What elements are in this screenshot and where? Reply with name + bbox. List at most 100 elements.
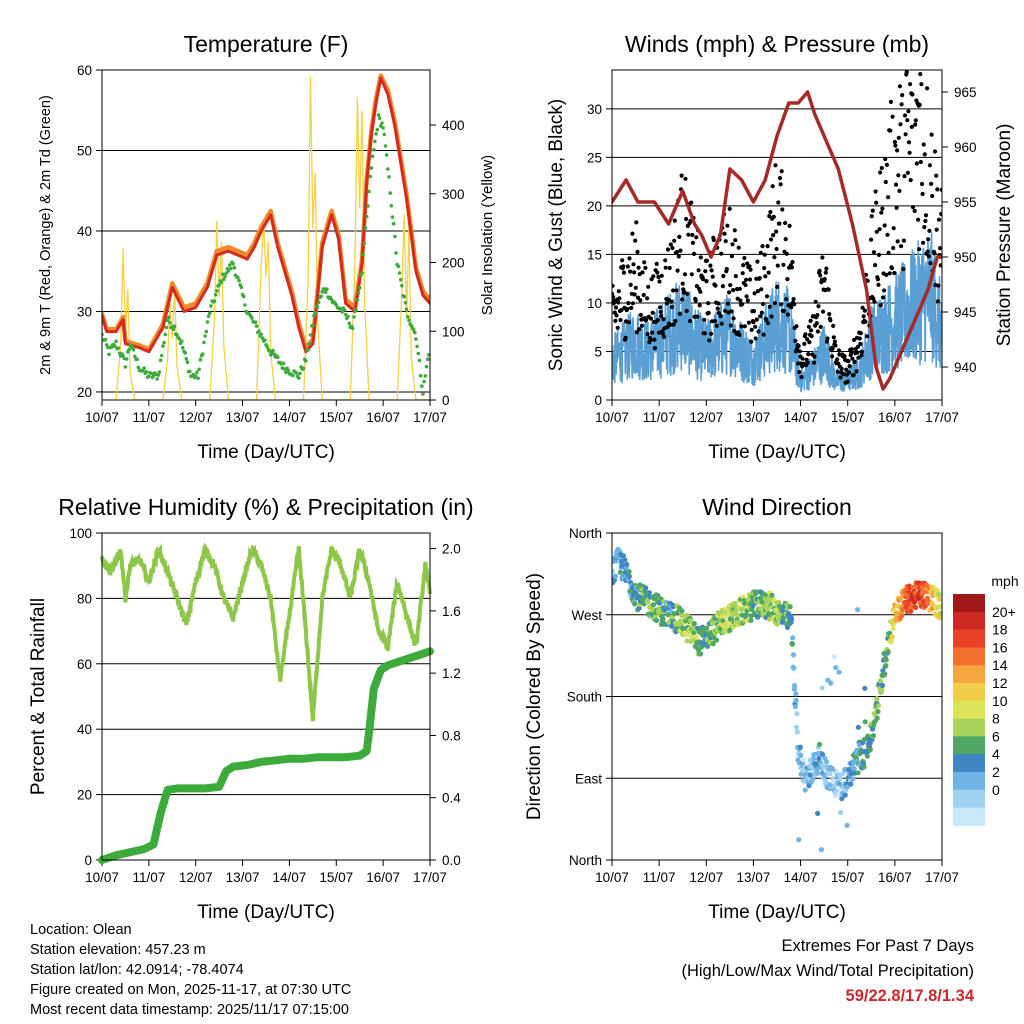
colorbar-label: 12 (992, 675, 1008, 691)
gust-point (680, 281, 685, 286)
gust-point (815, 329, 821, 334)
gust-point (736, 245, 741, 250)
x-axis-label: Time (Day/UTC) (708, 442, 846, 463)
y-tick-label: West (571, 608, 602, 623)
gust-point (625, 264, 630, 269)
y2-tick-label: 200 (442, 256, 465, 271)
x-tick-label: 16/07 (366, 870, 400, 885)
gust-point (907, 150, 912, 155)
y2-axis-label: Solar Insolation (Yellow) (479, 155, 496, 315)
dewpoint-point (400, 283, 404, 288)
gust-point (939, 187, 942, 192)
gust-point (767, 214, 772, 219)
gust-point (781, 308, 787, 314)
direction-point (810, 756, 817, 762)
direction-point (789, 641, 796, 647)
gust-point (906, 109, 911, 114)
dewpoint-point (415, 344, 419, 349)
gust-point (755, 289, 761, 294)
gust-point (704, 279, 709, 284)
dewpoint-point (149, 371, 153, 376)
gust-point (758, 250, 763, 255)
dewpoint-point (208, 311, 212, 316)
direction-point (622, 557, 628, 563)
gust-point (762, 266, 767, 271)
gust-point (919, 82, 924, 87)
gust-point (887, 271, 892, 276)
gust-point (645, 332, 650, 337)
extremes-title: Extremes For Past 7 Days (781, 937, 974, 955)
dewpoint-point (298, 371, 302, 376)
direction-point (831, 654, 837, 660)
y-tick-label: 30 (77, 304, 92, 319)
direction-point (848, 781, 854, 787)
gust-point (839, 366, 844, 371)
dewpoint-point (162, 340, 166, 345)
dewpoint-point (369, 166, 374, 170)
gust-point (878, 170, 883, 175)
gust-point (671, 288, 676, 293)
gust-point (785, 312, 791, 317)
gust-point (617, 296, 622, 301)
direction-point (842, 792, 848, 798)
gust-point (661, 317, 666, 322)
gust-point (745, 261, 750, 266)
gust-point (684, 216, 689, 222)
gust-point (913, 118, 918, 123)
gust-point (630, 231, 635, 236)
gust-point (892, 270, 897, 276)
y2-axis-label: Station Pressure (Maroon) (994, 124, 1015, 347)
gust-point (759, 287, 764, 292)
gust-point (900, 93, 905, 98)
gust-point (663, 258, 668, 263)
gust-point (858, 331, 864, 336)
gust-point (615, 325, 620, 330)
gust-point (739, 324, 744, 329)
dewpoint-point (237, 278, 241, 283)
gust-point (727, 206, 732, 211)
gust-point (652, 337, 657, 342)
gust-point (809, 334, 814, 339)
gust-point (628, 282, 633, 287)
y2-tick-label: 100 (442, 324, 465, 339)
direction-point (626, 573, 633, 580)
y-axis-label: Sonic Wind & Gust (Blue, Black) (546, 99, 567, 371)
gust-point (802, 341, 807, 346)
colorbar-label: 16 (992, 639, 1008, 655)
colorbar-swatch (953, 647, 985, 666)
x-tick-label: 14/07 (273, 870, 307, 885)
dewpoint-point (161, 344, 165, 348)
gust-point (779, 169, 784, 174)
gust-point (633, 238, 638, 243)
dewpoint-point (323, 290, 328, 295)
dewpoint-point (257, 329, 261, 333)
y2-tick-label: 2.0 (442, 542, 461, 557)
direction-point (793, 724, 800, 730)
gust-point (761, 332, 766, 337)
gust-point (731, 316, 736, 321)
gust-point (896, 135, 901, 140)
dewpoint-point (363, 226, 368, 230)
colorbar-swatch (953, 611, 985, 631)
gust-point (672, 218, 677, 223)
dewpoint-point (386, 167, 390, 171)
gust-point (753, 324, 758, 329)
gust-point (875, 277, 881, 282)
gust-point (650, 330, 655, 335)
direction-point (836, 669, 842, 675)
y-axis-label: 2m & 9m T (Red, Orange) & 2m Td (Green) (38, 95, 54, 375)
gust-point (747, 277, 753, 282)
x-tick-label: 10/07 (595, 870, 629, 885)
gust-point (874, 200, 879, 205)
gust-point (722, 231, 727, 236)
dewpoint-point (141, 369, 145, 373)
y-tick-label: 60 (77, 63, 92, 78)
gust-point (776, 200, 781, 205)
x-tick-label: 17/07 (413, 870, 447, 885)
gust-point (897, 188, 902, 193)
gust-point (905, 170, 911, 175)
gust-point (805, 360, 810, 365)
direction-point (861, 764, 867, 770)
direction-point (797, 744, 803, 750)
solar-insolation-line (102, 76, 430, 400)
